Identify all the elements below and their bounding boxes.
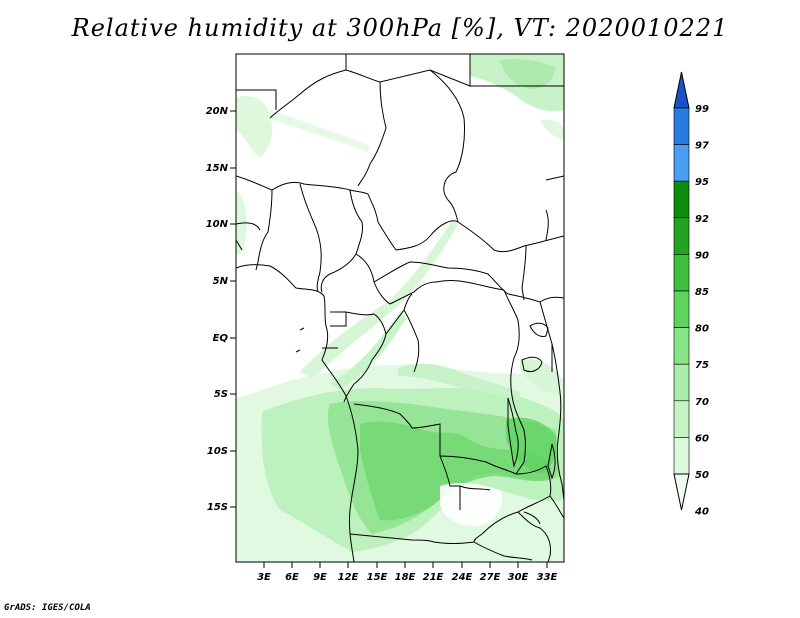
colorbar-label: 85: [695, 287, 709, 298]
lon-label: 21E: [423, 572, 444, 583]
humidity-field: [236, 54, 564, 562]
lon-label: 6E: [285, 572, 299, 583]
lat-axis: 20N 15N 10N 5N EQ 5S 10S 15S: [206, 106, 236, 513]
lat-label: 15S: [207, 502, 228, 513]
lat-label: 20N: [206, 106, 229, 117]
lat-label: 5S: [214, 389, 228, 400]
lat-label: 10N: [206, 219, 229, 230]
map-panel: 20N 15N 10N 5N EQ 5S 10S 15S 3E 6E 9E 12…: [206, 53, 565, 583]
colorbar-label: 95: [695, 177, 709, 188]
rh-west-3: [268, 110, 370, 152]
colorbar-label: 60: [695, 433, 709, 444]
colorbar-label: 70: [695, 397, 709, 408]
colorbar-label: 75: [695, 360, 709, 371]
lon-label: 24E: [452, 572, 473, 583]
colorbar-label: 40: [694, 507, 709, 518]
lon-label: 12E: [338, 572, 359, 583]
lat-label: 10S: [207, 446, 228, 457]
colorbar-labels: 99 97 95 92 90 85 80 75 70 60 50 40: [694, 104, 709, 518]
rh-band-80: [360, 421, 552, 521]
lon-label: 30E: [508, 572, 529, 583]
colorbar-label: 99: [695, 104, 709, 115]
colorbar-bottom-arrow: [673, 473, 690, 511]
colorbar-label: 80: [695, 324, 709, 335]
colorbar-label: 97: [695, 141, 709, 152]
rh-streak-1: [300, 220, 458, 378]
lon-axis: 3E 6E 9E 12E 15E 18E 21E 24E 27E 30E 33E: [257, 562, 558, 583]
colorbar-box: [673, 437, 690, 475]
colorbar-box: [673, 144, 690, 182]
colorbar: 99 97 95 92 90 85 80 75 70 60 50 40: [673, 71, 709, 518]
rh-streak-2: [330, 312, 406, 390]
grads-credit: GrADS: IGES/COLA: [4, 603, 91, 613]
lon-label: 3E: [257, 572, 271, 583]
colorbar-box: [673, 217, 690, 255]
rh-streak-3: [398, 363, 520, 400]
country-borders: [236, 54, 564, 562]
lon-label: 27E: [480, 572, 501, 583]
colorbar-box: [673, 254, 690, 292]
colorbar-box: [673, 363, 690, 402]
lat-label: 5N: [213, 276, 229, 287]
colorbar-top-arrow: [673, 71, 690, 109]
colorbar-label: 92: [695, 214, 709, 225]
colorbar-label: 90: [695, 250, 709, 261]
lat-label: EQ: [213, 333, 229, 344]
colorbar-boxes: [673, 71, 690, 511]
rh-west-1: [236, 96, 273, 158]
lat-label: 15N: [206, 163, 229, 174]
colorbar-box: [673, 290, 690, 328]
lon-label: 9E: [313, 572, 327, 583]
colorbar-box: [673, 327, 690, 365]
colorbar-box: [673, 400, 690, 438]
map-title: Relative humidity at 300hPa [%], VT: 202…: [71, 14, 729, 42]
lon-label: 33E: [537, 572, 558, 583]
colorbar-label: 50: [695, 470, 709, 481]
colorbar-box: [673, 180, 690, 219]
colorbar-box: [673, 107, 690, 145]
lon-label: 18E: [395, 572, 416, 583]
lon-label: 15E: [367, 572, 388, 583]
map-frame: [235, 53, 565, 563]
rh-east: [506, 417, 557, 474]
